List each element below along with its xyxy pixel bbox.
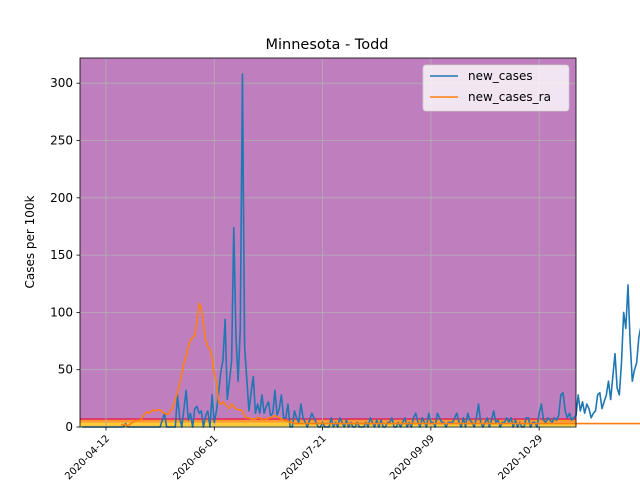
x-tick-label: 2020-06-01	[172, 433, 221, 480]
x-tick-label: 2020-10-29	[496, 433, 545, 480]
plot-area: 0 50 100 150 200 250 300 2020-04-12 2020-06-01 20…	[50, 57, 640, 480]
y-tick-label: 300	[50, 76, 73, 90]
y-tick-label: 50	[58, 363, 73, 377]
plot-background	[80, 58, 576, 427]
y-tick-label: 150	[50, 248, 73, 262]
y-axis-label: Cases per 100k	[23, 195, 37, 288]
y-tick-label: 200	[50, 191, 73, 205]
x-tick-label: 2020-04-12	[63, 433, 112, 480]
legend-box	[422, 64, 570, 112]
legend: new_cases new_cases_ra	[422, 64, 570, 112]
x-tick-label: 2020-09-09	[388, 433, 437, 480]
legend-label-new_cases_ra: new_cases_ra	[468, 90, 551, 104]
chart-title: Minnesota - Todd	[266, 37, 389, 53]
y-tick-label: 250	[50, 134, 73, 148]
y-tick-label: 100	[50, 305, 73, 319]
series-line-new_cases_ra	[121, 302, 640, 427]
x-tick-label: 2020-07-21	[280, 433, 329, 480]
axes-frame	[79, 57, 577, 428]
series-line-new_cases	[82, 73, 640, 428]
y-tick-label: 0	[65, 420, 73, 434]
risk-band-2	[80, 418, 576, 423]
legend-label-new_cases: new_cases	[468, 69, 533, 83]
